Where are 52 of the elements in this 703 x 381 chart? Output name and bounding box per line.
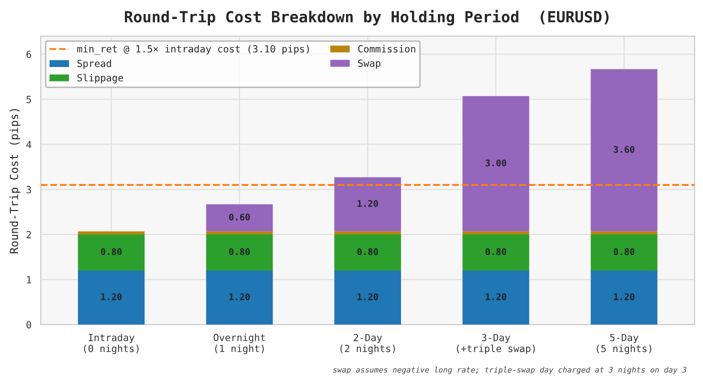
data-label: 1.20 [229, 293, 250, 300]
data-label: 0.80 [486, 248, 506, 256]
data-label: 3.00 [486, 160, 506, 166]
y-tick-label: 6 [26, 50, 32, 58]
bar [334, 177, 401, 232]
legend-label: Slippage [77, 74, 123, 84]
data-label: 0.80 [100, 248, 122, 256]
bar [462, 96, 530, 232]
bar [334, 234, 401, 271]
x-tick-label: Intraday (0 nights) [84, 334, 139, 354]
bar [78, 270, 145, 325]
data-label: 1.20 [486, 293, 506, 300]
data-label: 0.80 [229, 248, 250, 256]
x-tick-label: 3-Day (+triple swap) [456, 334, 535, 354]
legend-label: Swap [358, 59, 380, 69]
bar [462, 270, 530, 325]
data-label: 3.60 [614, 146, 634, 153]
data-label: 0.60 [229, 214, 250, 220]
bar [206, 231, 273, 234]
data-label: 1.20 [101, 293, 122, 300]
data-label: 1.20 [358, 293, 378, 300]
legend-label: min_ret @ 1.5× intraday cost (3.10 pips) [77, 44, 309, 55]
bar [206, 234, 273, 271]
bar [334, 231, 401, 234]
y-tick-label: 1 [27, 276, 32, 284]
y-tick-label: 2 [26, 230, 31, 238]
bar [78, 234, 145, 271]
bar [206, 270, 273, 325]
data-label: 1.20 [358, 200, 378, 207]
data-label: 0.80 [357, 248, 378, 256]
bar [590, 231, 658, 234]
bar [462, 234, 530, 271]
bar [590, 270, 658, 325]
data-label: 0.80 [614, 248, 634, 256]
bar [590, 69, 658, 232]
data-label: 1.20 [614, 293, 634, 300]
y-tick-label: 3 [26, 186, 32, 194]
bar [206, 204, 273, 232]
y-tick-label: 0 [26, 321, 32, 328]
y-axis-title: Round-Trip Cost (pips) [10, 109, 20, 254]
x-tick-label: 5-Day (5 nights) [596, 334, 652, 354]
bar [334, 270, 401, 325]
y-tick-label: 4 [26, 140, 32, 148]
y-tick-label: 5 [26, 96, 31, 104]
x-tick-label: Overnight (1 night) [214, 334, 265, 354]
bar [462, 231, 530, 234]
legend-label: Spread [77, 60, 111, 69]
x-tick-label: 2-Day (2 nights) [340, 334, 395, 354]
bar [78, 231, 145, 234]
legend-label: Commission [358, 44, 416, 53]
chart-title: Round-Trip Cost Breakdown by Holding Period (EURUSD) [124, 10, 609, 26]
bar [590, 234, 658, 271]
